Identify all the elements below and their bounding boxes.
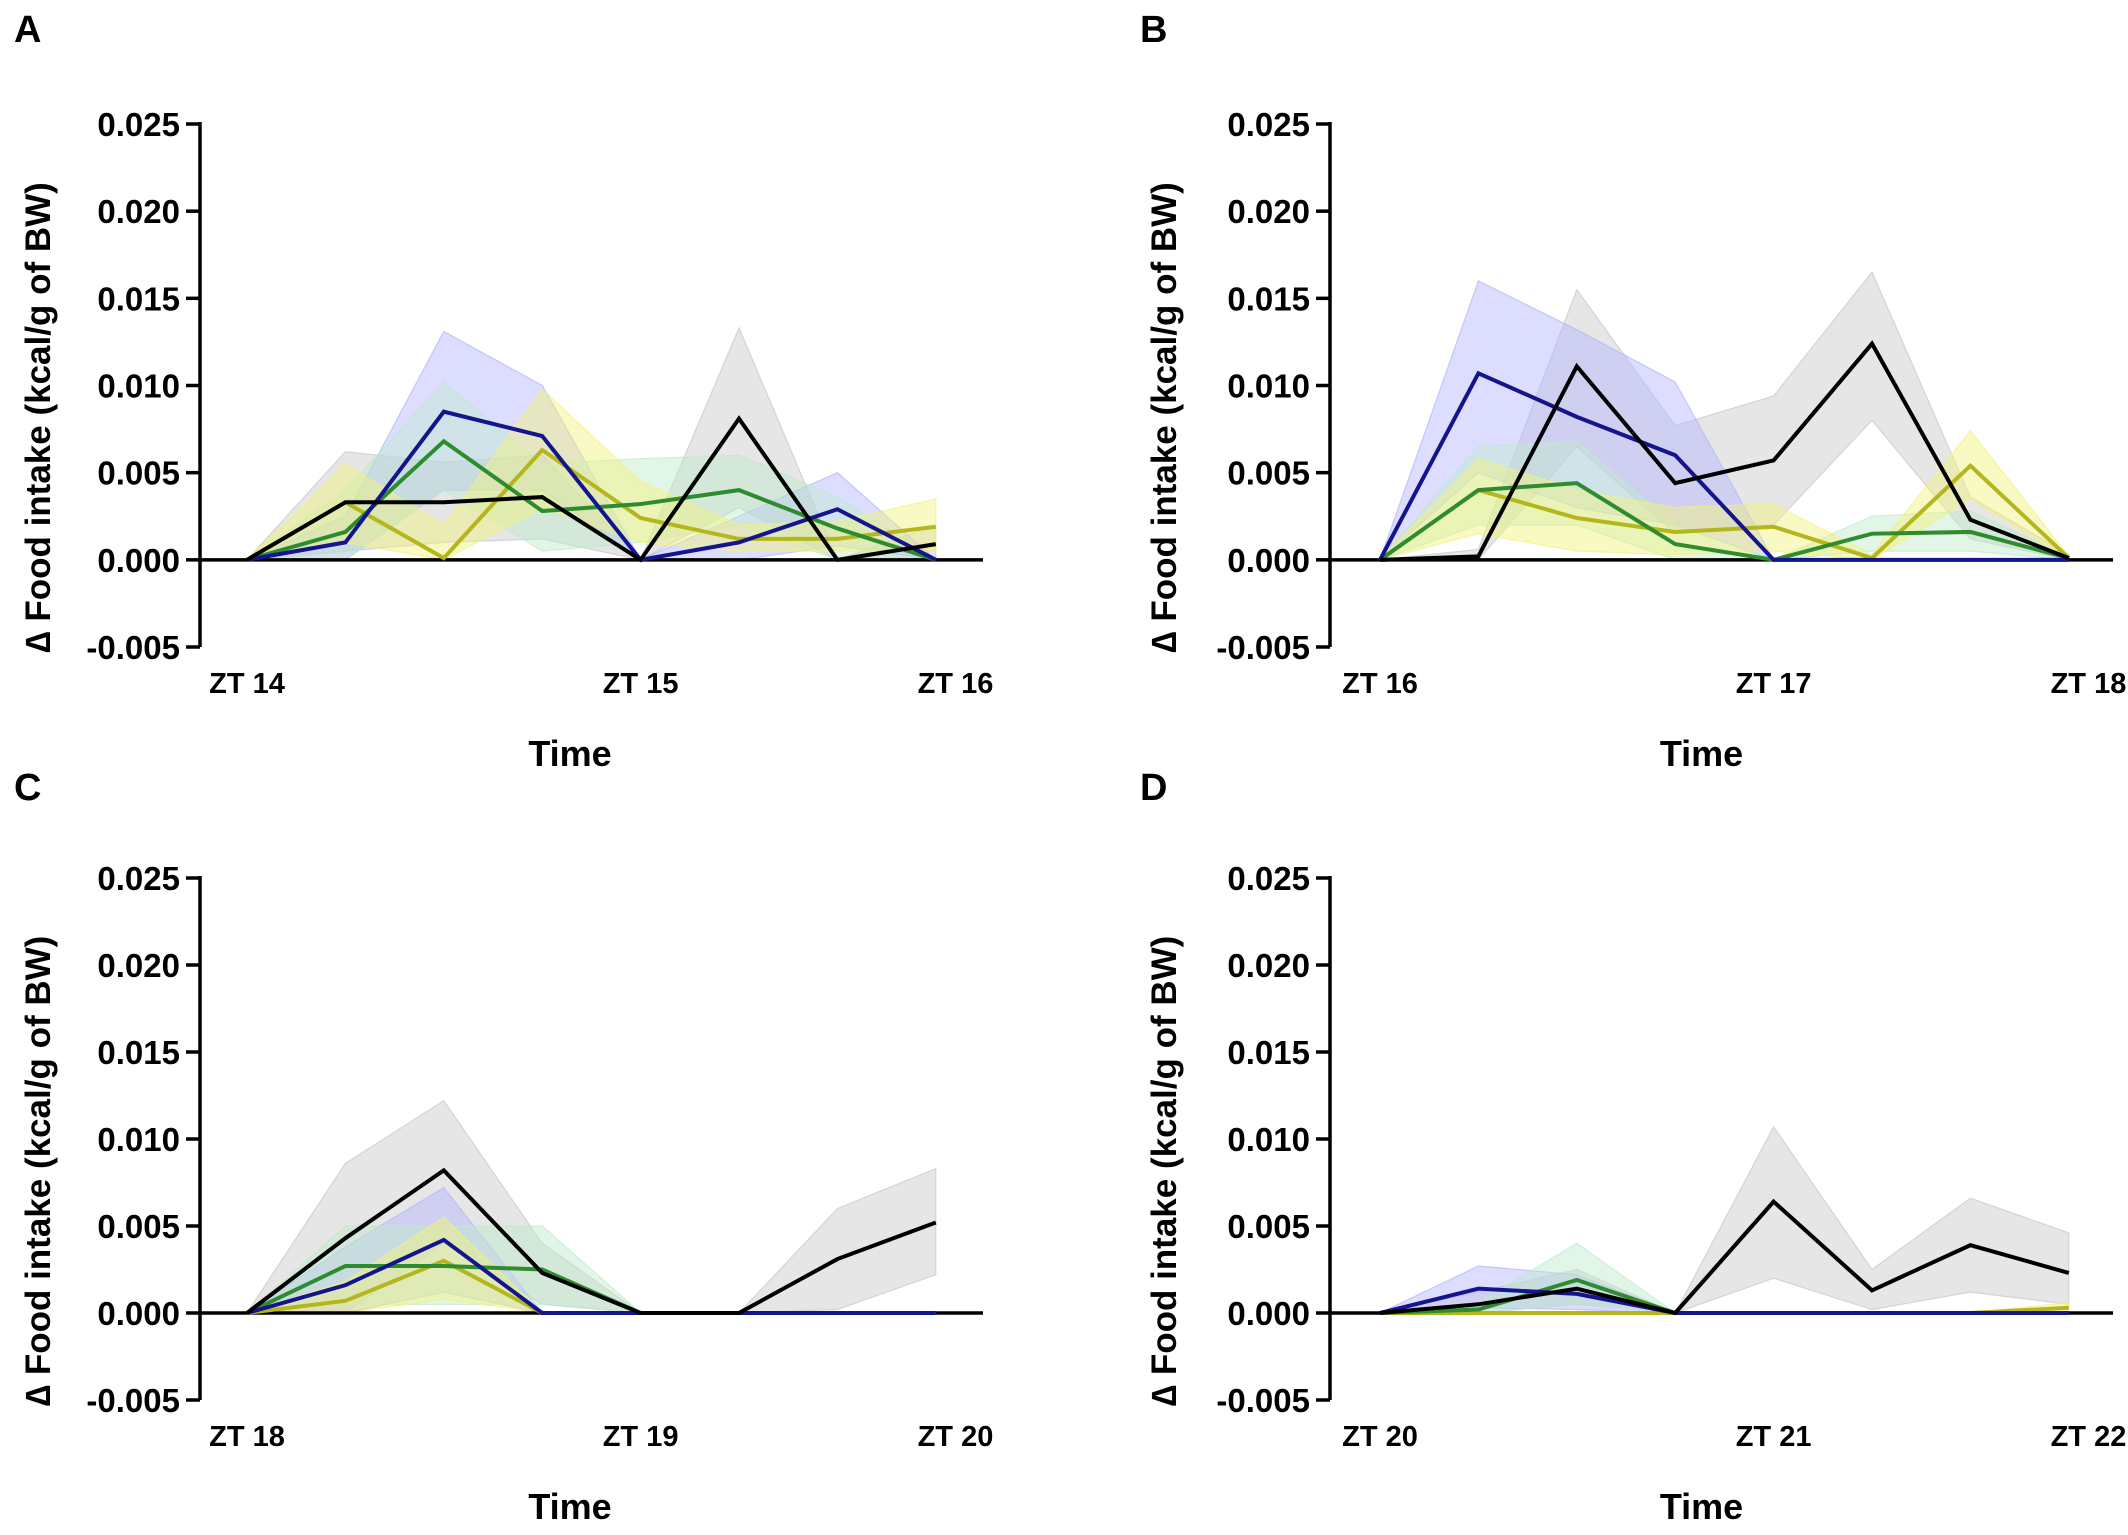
series-line-black — [245, 415, 937, 563]
y-tick-label: 0.025 — [97, 106, 180, 143]
panel-c: C -0.005 0.000 0.005 0.010 0.015 0.020 0.025 ZT … — [14, 767, 993, 1527]
y-tick-label: 0.010 — [1227, 368, 1310, 405]
series-line-green — [1378, 481, 2070, 562]
x-tick-label: ZT 14 — [209, 668, 285, 700]
series-line-black — [1379, 340, 2070, 562]
y-axis-title: ∆ Food intake (kcal/g of BW) — [1145, 182, 1184, 653]
error-band-olive — [246, 1216, 936, 1314]
panel-d: D -0.005 0.000 0.005 0.010 0.015 0.020 0.025 ZT … — [1140, 767, 2126, 1527]
error-band-olive — [245, 388, 937, 561]
y-tick-label: 0.005 — [97, 1208, 180, 1245]
y-tick-label: 0.000 — [97, 1295, 180, 1332]
error-band-green — [1379, 1242, 2069, 1314]
x-axis-title: Time — [1660, 733, 1743, 774]
y-tick-label: 0.025 — [1227, 106, 1310, 143]
x-tick-label: ZT 16 — [1342, 668, 1418, 700]
x-axis-title: Time — [528, 1486, 611, 1527]
y-tick-label: 0.005 — [97, 455, 180, 492]
error-band-navy — [1378, 280, 2069, 562]
error-band-navy — [1379, 1265, 2069, 1314]
x-tick-label: ZT 20 — [1342, 1421, 1418, 1453]
y-tick-label: -0.005 — [86, 1382, 180, 1419]
x-tick-label: ZT 22 — [2051, 1421, 2127, 1453]
panel-label-c: C — [14, 767, 41, 809]
y-tick-label: 0.010 — [97, 1121, 180, 1158]
x-tick-label: ZT 21 — [1736, 1421, 1812, 1453]
x-tick-label: ZT 20 — [918, 1421, 994, 1453]
y-axis-title: ∆ Food intake (kcal/g of BW) — [1145, 936, 1184, 1407]
y-tick-label: 0.000 — [1227, 1295, 1310, 1332]
panel-b: B -0.005 0.000 0.005 0.010 0.015 0.020 0.025 ZT … — [1140, 9, 2126, 774]
series-line-navy — [246, 409, 937, 563]
x-tick-label: ZT 17 — [1736, 668, 1812, 700]
panel-label-d: D — [1140, 767, 1167, 809]
y-tick-label: 0.005 — [1227, 1208, 1310, 1245]
x-axis-title: Time — [528, 733, 611, 774]
y-tick-label: 0.010 — [97, 368, 180, 405]
x-tick-label: ZT 18 — [209, 1421, 285, 1453]
panel-label-b: B — [1140, 9, 1167, 51]
y-tick-label: 0.025 — [97, 860, 180, 897]
error-band-black — [245, 1099, 937, 1314]
series-line-green — [246, 438, 937, 562]
x-tick-label: ZT 19 — [603, 1421, 679, 1453]
y-tick-label: 0.015 — [97, 1034, 180, 1071]
y-tick-label: 0.015 — [1227, 1034, 1310, 1071]
y-tick-label: 0.025 — [1227, 860, 1310, 897]
error-band-navy — [245, 1186, 936, 1314]
series-line-olive — [1378, 462, 2071, 562]
y-tick-label: -0.005 — [1216, 629, 1310, 666]
y-tick-label: -0.005 — [1216, 1382, 1310, 1419]
y-tick-label: 0.010 — [1227, 1121, 1310, 1158]
series-line-navy — [1379, 1286, 2069, 1315]
y-tick-label: 0.020 — [1227, 947, 1310, 984]
y-tick-label: 0.015 — [97, 280, 180, 317]
panel-a: A -0.005 0.000 0.005 0.010 0.015 0.020 0.025 ZT … — [14, 9, 993, 774]
y-tick-label: 0.005 — [1227, 455, 1310, 492]
x-tick-label: ZT 16 — [918, 668, 994, 700]
y-tick-label: 0.000 — [1227, 542, 1310, 579]
y-tick-label: -0.005 — [86, 629, 180, 666]
x-tick-label: ZT 15 — [603, 668, 679, 700]
x-tick-label: ZT 18 — [2051, 668, 2127, 700]
y-tick-label: 0.020 — [97, 193, 180, 230]
series-line-navy — [246, 1237, 936, 1315]
series-line-navy — [1378, 370, 2069, 562]
y-tick-label: 0.020 — [97, 947, 180, 984]
y-tick-label: 0.000 — [97, 542, 180, 579]
y-tick-label: 0.015 — [1227, 280, 1310, 317]
panel-label-a: A — [14, 9, 41, 51]
x-axis-title: Time — [1660, 1486, 1743, 1527]
y-axis-title: ∆ Food intake (kcal/g of BW) — [19, 182, 58, 653]
series-line-black — [1379, 1198, 2070, 1316]
y-tick-label: 0.020 — [1227, 193, 1310, 230]
y-axis-title: ∆ Food intake (kcal/g of BW) — [19, 936, 58, 1407]
series-line-black — [245, 1167, 937, 1315]
